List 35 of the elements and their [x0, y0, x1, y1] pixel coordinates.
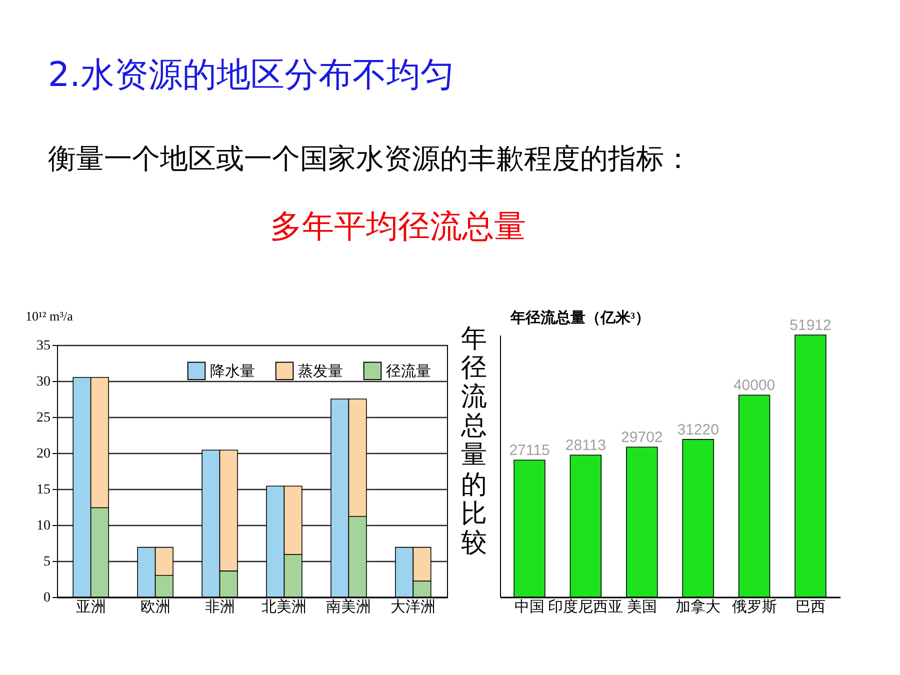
data-label: 40000: [733, 377, 776, 394]
y-tick-label: 30: [36, 374, 50, 390]
legend-label: 降水量: [210, 362, 255, 380]
data-label: 31220: [677, 421, 719, 438]
x-tick-label: 北美洲: [262, 598, 307, 616]
x-tick-label: 中国: [514, 598, 545, 616]
x-tick-label: 美国: [626, 598, 657, 616]
y-tick-label: 0: [44, 590, 50, 606]
y-axis-title: 年径流总量（亿米³）: [510, 308, 650, 326]
x-tick-label: 巴西: [795, 600, 826, 616]
y-tick-label: 20: [36, 446, 50, 462]
data-label: 27115: [509, 442, 550, 460]
data-label: 29702: [621, 429, 663, 446]
y-tick-label: 5: [44, 554, 50, 570]
legend-label: 蒸发量: [298, 362, 343, 380]
x-tick-label: 亚洲: [76, 598, 106, 616]
x-tick-label: 大洋洲: [390, 598, 436, 616]
y-tick-label: 10: [36, 518, 50, 534]
x-tick-label: 非洲: [204, 598, 235, 616]
x-tick-label: 印度尼西亚: [548, 598, 624, 616]
y-axis-title: 10¹² m³/a: [26, 308, 74, 324]
chart-subtitle: 衡量一个地区或一个国家水资源的丰歉程度的指标：: [48, 141, 692, 177]
text: 多年平均径流总量: [270, 206, 526, 247]
y-tick-label: 15: [36, 482, 50, 498]
x-tick-label: 加拿大: [676, 598, 721, 616]
y-tick-label: 35: [36, 338, 50, 354]
x-tick-label: 欧洲: [140, 598, 170, 616]
x-tick-label: 俄罗斯: [732, 598, 777, 616]
data-label: 51912: [790, 317, 832, 334]
y-tick-label: 25: [36, 410, 50, 426]
data-label: 28113: [565, 437, 606, 454]
text: 年径流总量的比较: [460, 324, 488, 558]
x-tick-label: 南美洲: [326, 598, 372, 616]
legend-label: 径流量: [386, 362, 431, 380]
chart-title: 2.水资源的地区分布不均匀: [48, 54, 454, 97]
